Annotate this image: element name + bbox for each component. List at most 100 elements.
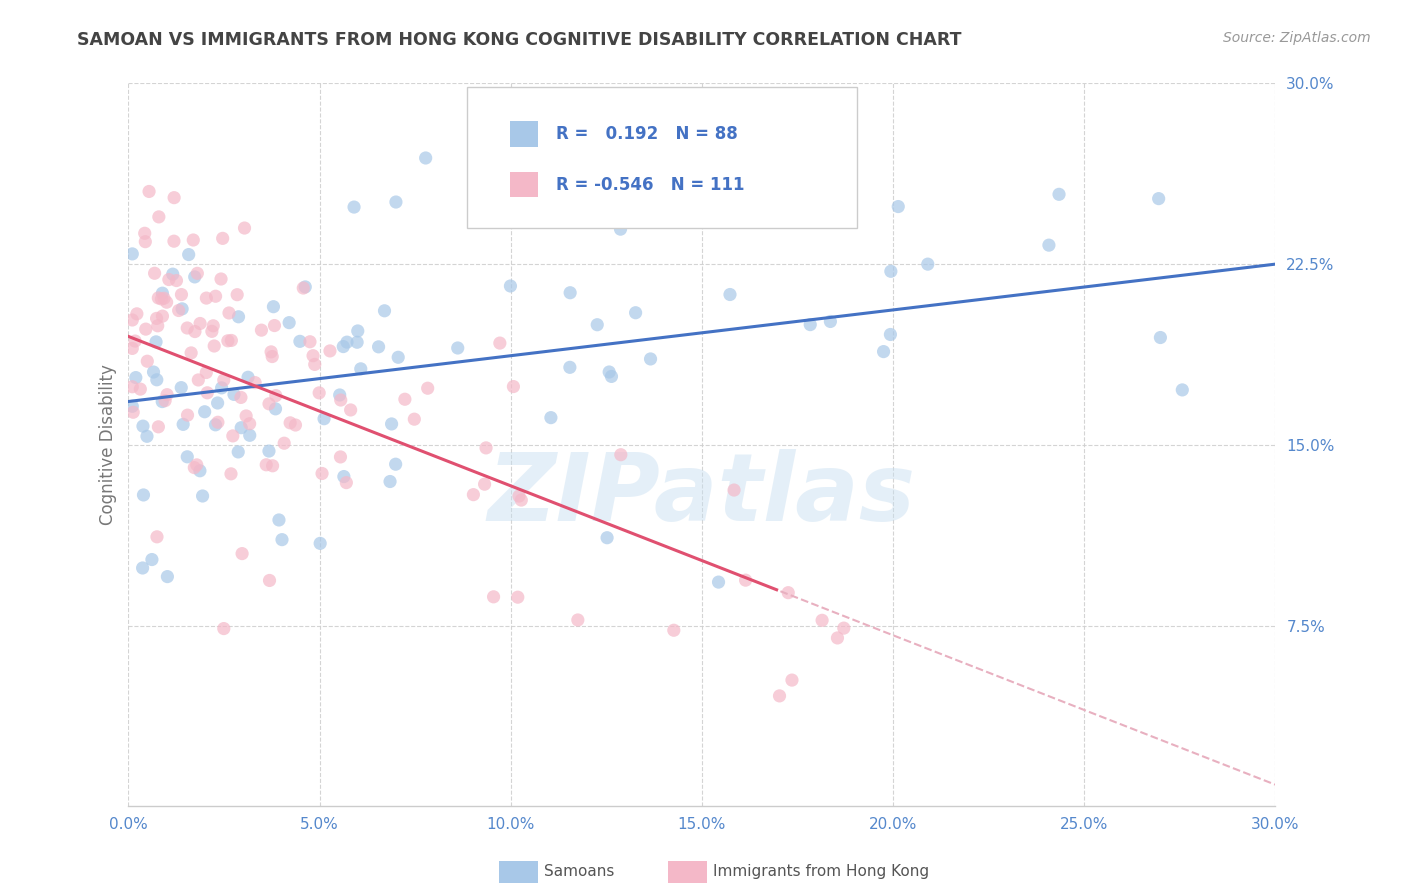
Point	[1149, 330, 1171, 344]
Point	[329, 392, 352, 407]
Point	[181, 233, 204, 247]
Point	[499, 279, 522, 293]
Point	[264, 389, 287, 403]
Point	[734, 573, 756, 587]
Point	[387, 351, 409, 365]
Point	[262, 350, 284, 364]
Point	[176, 408, 198, 422]
Point	[707, 575, 730, 590]
Point	[124, 334, 146, 348]
Point	[263, 318, 285, 333]
Point	[136, 429, 159, 443]
Point	[640, 351, 662, 366]
Point	[586, 318, 609, 332]
Point	[195, 385, 218, 400]
Point	[211, 231, 233, 245]
Point	[186, 458, 208, 472]
Point	[329, 450, 352, 464]
Point	[482, 590, 505, 604]
Point	[346, 335, 368, 350]
Point	[231, 420, 253, 434]
Point	[381, 417, 404, 431]
Point	[121, 380, 143, 394]
Point	[212, 373, 235, 387]
Point	[811, 613, 834, 627]
Point	[262, 458, 284, 473]
Point	[183, 269, 205, 284]
Point	[132, 488, 155, 502]
Point	[394, 392, 416, 407]
Point	[288, 334, 311, 349]
Point	[176, 450, 198, 464]
Point	[768, 689, 790, 703]
Point	[259, 574, 281, 588]
Point	[131, 561, 153, 575]
Point	[221, 334, 243, 348]
Point	[311, 467, 333, 481]
Text: Immigrants from Hong Kong: Immigrants from Hong Kong	[713, 864, 929, 879]
Point	[188, 317, 211, 331]
Point	[202, 339, 225, 353]
Point	[264, 401, 287, 416]
FancyBboxPatch shape	[510, 172, 538, 197]
Point	[415, 151, 437, 165]
Point	[217, 334, 239, 348]
Point	[239, 428, 262, 442]
Point	[609, 222, 631, 236]
Point	[294, 280, 316, 294]
Point	[880, 264, 903, 278]
Point	[218, 306, 240, 320]
Point	[778, 585, 800, 599]
Point	[917, 257, 939, 271]
Point	[820, 314, 842, 328]
Point	[447, 341, 470, 355]
Point	[312, 411, 335, 425]
Point	[502, 379, 524, 393]
Point	[332, 340, 354, 354]
Point	[219, 467, 242, 481]
Point	[385, 194, 408, 209]
Point	[292, 281, 315, 295]
Point	[236, 370, 259, 384]
Point	[195, 291, 218, 305]
Point	[125, 307, 148, 321]
Point	[136, 354, 159, 368]
Point	[202, 318, 225, 333]
Point	[267, 513, 290, 527]
FancyBboxPatch shape	[467, 87, 856, 228]
Point	[121, 399, 143, 413]
Point	[226, 445, 249, 459]
Point	[832, 621, 855, 635]
Text: ZIPatlas: ZIPatlas	[488, 450, 915, 541]
Text: Source: ZipAtlas.com: Source: ZipAtlas.com	[1223, 31, 1371, 45]
Point	[463, 488, 485, 502]
Point	[596, 531, 619, 545]
Point	[262, 300, 284, 314]
Point	[186, 266, 208, 280]
Point	[172, 301, 194, 316]
Point	[799, 318, 821, 332]
Point	[662, 624, 685, 638]
Text: R =   0.192   N = 88: R = 0.192 N = 88	[555, 125, 737, 143]
Point	[167, 303, 190, 318]
Point	[235, 409, 257, 423]
Point	[121, 247, 143, 261]
Point	[207, 396, 229, 410]
Point	[233, 221, 256, 235]
Point	[384, 457, 406, 471]
Point	[1147, 192, 1170, 206]
Point	[474, 477, 496, 491]
Point	[789, 201, 811, 215]
Point	[298, 334, 321, 349]
Point	[416, 381, 439, 395]
Point	[156, 295, 179, 310]
FancyBboxPatch shape	[510, 121, 538, 146]
Point	[506, 590, 529, 604]
Point	[170, 287, 193, 301]
Point	[1171, 383, 1194, 397]
Point	[260, 344, 283, 359]
Point	[157, 272, 180, 286]
Point	[508, 489, 530, 503]
Point	[142, 365, 165, 379]
Point	[278, 316, 301, 330]
